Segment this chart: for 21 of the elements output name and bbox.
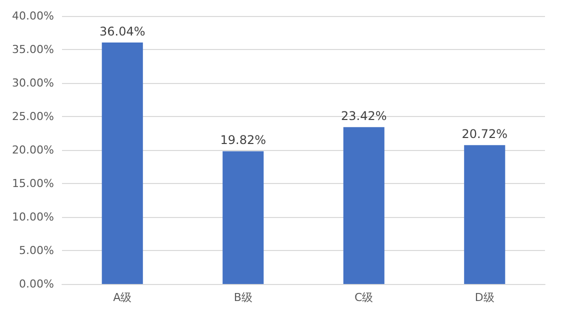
x-tick-label: D级 [474, 291, 494, 304]
data-label: 23.42% [340, 109, 387, 124]
x-tick-label: C级 [354, 291, 374, 304]
y-tick-label: 35.00% [12, 43, 54, 56]
bar [464, 145, 506, 284]
y-tick-label: 5.00% [19, 244, 54, 257]
bar [222, 151, 264, 284]
y-tick-label: 15.00% [12, 177, 54, 190]
data-label: 36.04% [99, 24, 146, 39]
x-tick-label: B级 [234, 291, 252, 304]
y-tick-label: 30.00% [12, 76, 54, 90]
data-label: 20.72% [462, 127, 508, 142]
x-tick-label: A级 [113, 291, 132, 304]
bar [343, 127, 384, 284]
y-tick-label: 40.00% [12, 10, 54, 22]
y-tick-label: 20.00% [12, 144, 54, 156]
bar [102, 42, 143, 284]
data-label: 19.82% [220, 133, 266, 148]
y-tick-label: 0.00% [19, 278, 54, 290]
y-tick-label: 25.00% [12, 110, 54, 123]
y-tick-label: 10.00% [12, 210, 54, 224]
